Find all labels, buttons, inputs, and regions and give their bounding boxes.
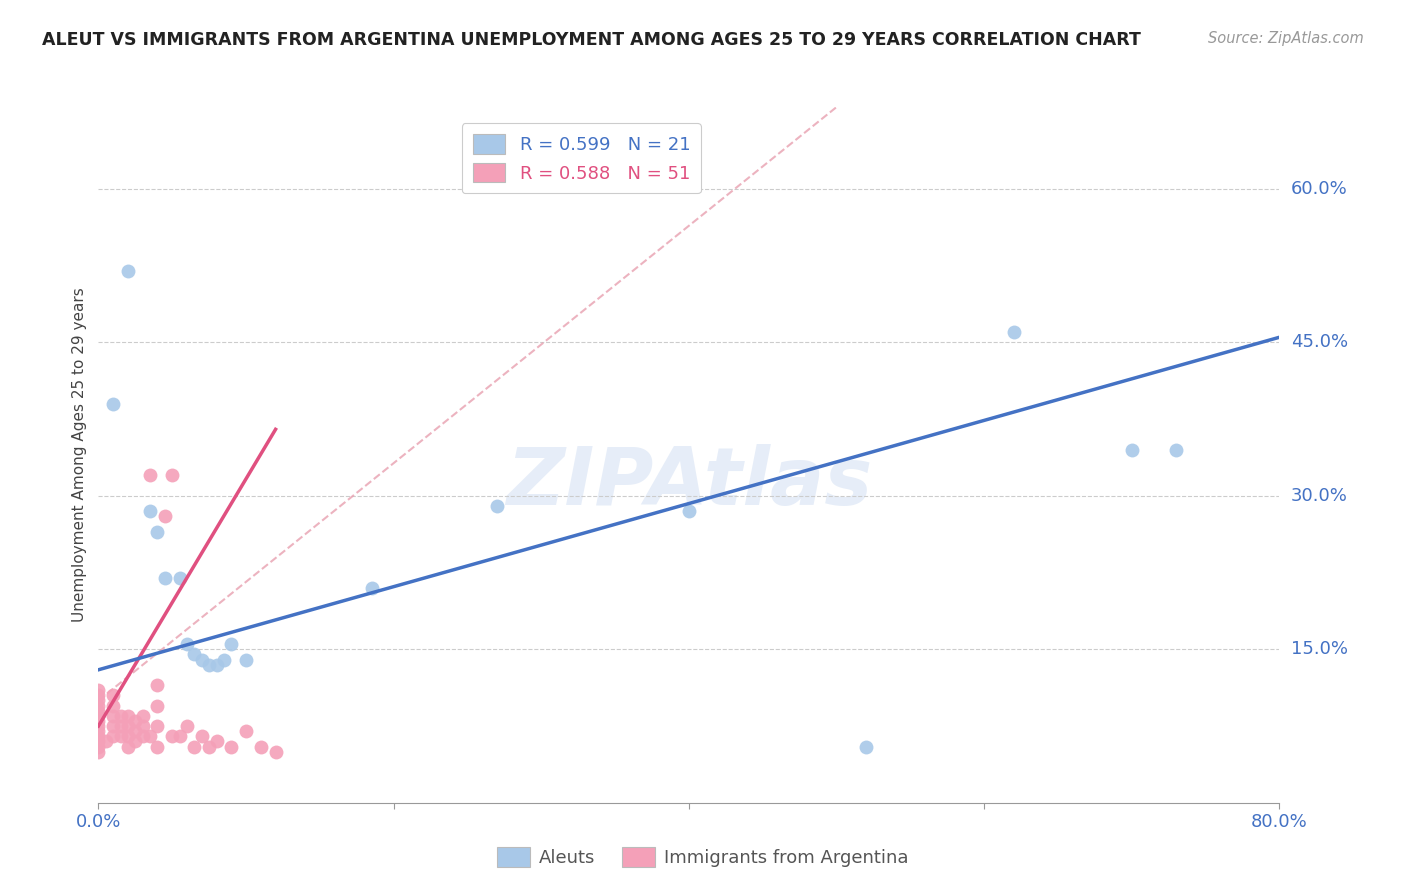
Point [678,504,700,518]
Point [146,524,169,539]
Point [103,708,125,723]
Point [87,745,110,759]
Point [162,729,183,743]
Point [360,581,382,595]
Point [205,657,228,672]
Point [183,648,205,662]
Point [219,739,242,754]
Point [198,739,221,754]
Point [169,571,191,585]
Point [139,468,162,483]
Point [139,504,162,518]
Point [264,745,287,759]
Point [87,683,110,698]
Point [1002,325,1025,339]
Point [117,739,139,754]
Point [87,734,110,748]
Point [87,708,110,723]
Point [132,729,155,743]
Point [87,693,110,707]
Point [87,714,110,728]
Point [162,468,183,483]
Point [103,397,125,411]
Point [153,509,176,524]
Point [110,729,132,743]
Point [87,704,110,718]
Point [117,719,139,733]
Point [153,571,176,585]
Point [146,719,169,733]
Point [219,637,242,651]
Point [103,689,125,703]
Text: Source: ZipAtlas.com: Source: ZipAtlas.com [1208,31,1364,46]
Point [117,708,139,723]
Point [139,729,162,743]
Point [212,652,235,666]
Point [103,719,125,733]
Point [87,719,110,733]
Point [117,729,139,743]
Point [183,739,205,754]
Text: 45.0%: 45.0% [1291,334,1348,351]
Point [169,729,191,743]
Point [486,499,509,513]
Point [103,729,125,743]
Point [110,708,132,723]
Y-axis label: Unemployment Among Ages 25 to 29 years: Unemployment Among Ages 25 to 29 years [72,287,87,623]
Point [87,698,110,713]
Legend: R = 0.599   N = 21, R = 0.588   N = 51: R = 0.599 N = 21, R = 0.588 N = 51 [461,123,702,194]
Point [191,652,214,666]
Point [132,719,155,733]
Text: 15.0%: 15.0% [1291,640,1347,658]
Point [124,714,146,728]
Point [146,698,169,713]
Point [124,734,146,748]
Point [191,729,214,743]
Point [124,724,146,739]
Point [87,724,110,739]
Point [103,698,125,713]
Point [87,739,110,754]
Text: 30.0%: 30.0% [1291,487,1347,505]
Point [176,719,198,733]
Point [855,739,877,754]
Point [146,678,169,692]
Legend: Aleuts, Immigrants from Argentina: Aleuts, Immigrants from Argentina [491,839,915,874]
Point [94,734,117,748]
Point [198,657,221,672]
Point [87,689,110,703]
Point [1164,442,1187,457]
Text: 60.0%: 60.0% [1291,180,1347,198]
Point [235,652,257,666]
Point [110,719,132,733]
Point [117,264,139,278]
Point [132,708,155,723]
Point [87,729,110,743]
Point [1121,442,1143,457]
Point [146,739,169,754]
Point [176,637,198,651]
Point [250,739,273,754]
Point [205,734,228,748]
Text: ALEUT VS IMMIGRANTS FROM ARGENTINA UNEMPLOYMENT AMONG AGES 25 TO 29 YEARS CORREL: ALEUT VS IMMIGRANTS FROM ARGENTINA UNEMP… [42,31,1142,49]
Text: ZIPAtlas: ZIPAtlas [506,443,872,522]
Point [235,724,257,739]
